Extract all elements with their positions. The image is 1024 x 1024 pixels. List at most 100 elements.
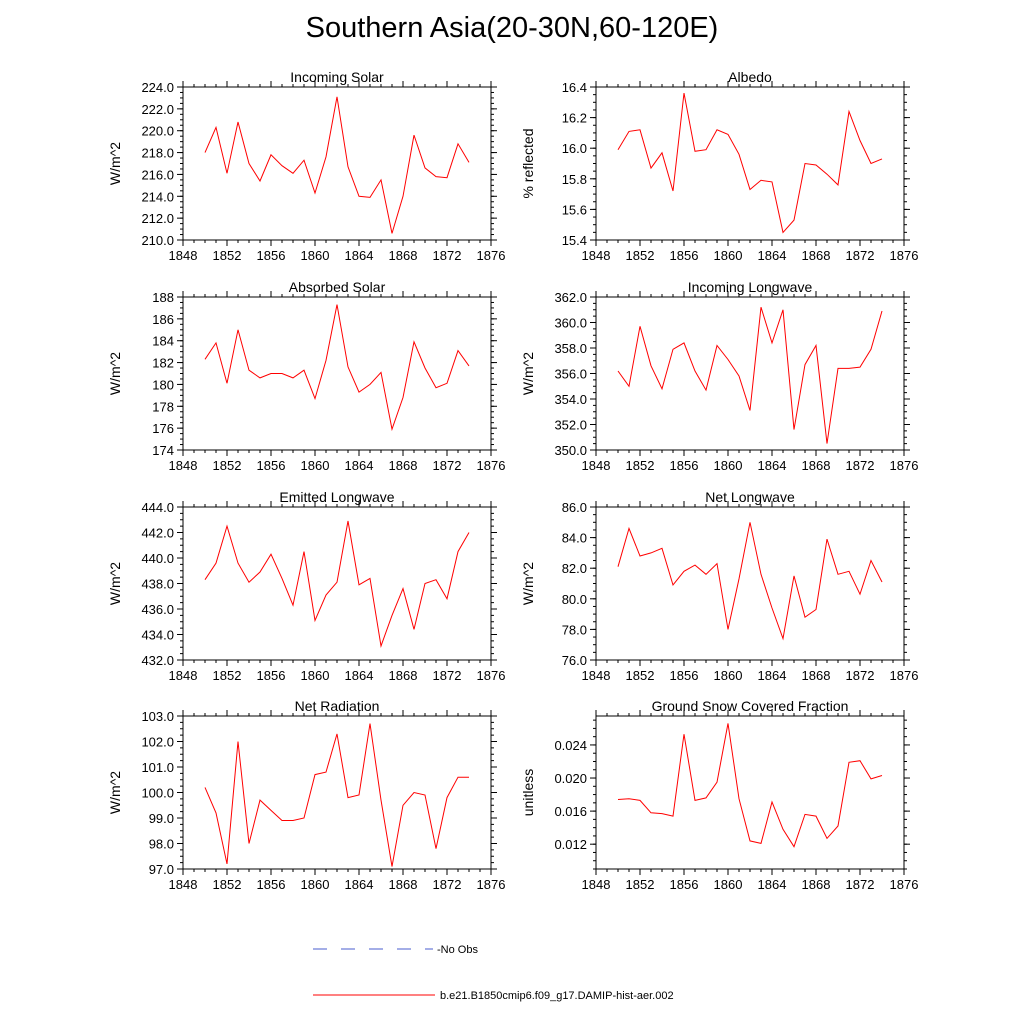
x-tick-label: 1848 <box>169 668 198 683</box>
panel-3: Absorbed Solar W/m^2 1848 1852 1856 1860 1864 1… <box>107 279 505 473</box>
y-tick-label: 212.0 <box>141 211 174 226</box>
y-tick-label: 15.8 <box>562 172 587 187</box>
y-tick-label: 358.0 <box>554 341 587 356</box>
x-tick-label: 1868 <box>389 668 418 683</box>
panel-title: Incoming Solar <box>290 69 384 85</box>
x-tick-label: 1848 <box>582 668 611 683</box>
series-line <box>204 96 470 234</box>
panel-title: Emitted Longwave <box>279 489 394 505</box>
x-tick-label: 1876 <box>890 877 919 892</box>
y-axis-label: W/m^2 <box>520 352 536 395</box>
y-tick-label: 218.0 <box>141 146 174 161</box>
plot-frame <box>182 715 492 870</box>
x-tick-label: 1852 <box>213 458 242 473</box>
x-tick-label: 1856 <box>257 668 286 683</box>
x-tick-label: 1848 <box>169 458 198 473</box>
x-tick-label: 1864 <box>758 458 787 473</box>
y-tick-label: 354.0 <box>554 392 587 407</box>
y-tick-label: 362.0 <box>554 290 587 305</box>
x-tick-label: 1868 <box>802 458 831 473</box>
panel-4: Incoming Longwave W/m^2 1848 1852 1856 1860 18… <box>520 279 918 473</box>
x-tick-label: 1856 <box>257 248 286 263</box>
y-tick-label: 15.4 <box>562 233 587 248</box>
y-tick-label: 216.0 <box>141 167 174 182</box>
y-tick-label: 360.0 <box>554 316 587 331</box>
x-tick-label: 1856 <box>670 877 699 892</box>
plot-frame <box>182 506 492 661</box>
y-axis-label: unitless <box>520 769 536 816</box>
x-tick-label: 1852 <box>626 668 655 683</box>
series-line <box>204 723 469 867</box>
x-tick-label: 1856 <box>257 877 286 892</box>
panel-title: Albedo <box>728 69 772 85</box>
y-tick-label: 103.0 <box>141 709 174 724</box>
panel-1: Incoming Solar W/m^2 1848 1852 1856 1860 1864 1… <box>107 69 505 263</box>
x-tick-label: 1876 <box>477 248 506 263</box>
series-line <box>204 520 470 648</box>
y-tick-label: 16.0 <box>562 141 587 156</box>
x-tick-label: 1864 <box>758 668 787 683</box>
legend-model-label: b.e21.B1850cmip6.f09_g17.DAMIP-hist-aer.… <box>440 990 674 1002</box>
panel-5: Emitted Longwave W/m^2 1848 1852 1856 1860 186… <box>107 489 505 683</box>
x-tick-label: 1872 <box>433 877 462 892</box>
y-tick-label: 436.0 <box>141 602 174 617</box>
y-tick-label: 101.0 <box>141 760 174 775</box>
x-tick-label: 1868 <box>802 248 831 263</box>
y-axis-label: % reflected <box>520 128 536 198</box>
y-tick-label: 76.0 <box>562 653 587 668</box>
x-tick-label: 1860 <box>301 877 330 892</box>
y-tick-label: 97.0 <box>149 862 174 877</box>
x-tick-label: 1868 <box>389 458 418 473</box>
x-tick-label: 1860 <box>714 877 743 892</box>
x-tick-label: 1848 <box>582 248 611 263</box>
x-tick-label: 1848 <box>169 877 198 892</box>
x-tick-label: 1864 <box>345 248 374 263</box>
y-tick-label: 102.0 <box>141 735 174 750</box>
x-tick-label: 1872 <box>846 458 875 473</box>
legend: -No Obs b.e21.B1850cmip6.f09_g17.DAMIP-hi… <box>313 944 674 1002</box>
legend-obs-label: -No Obs <box>437 944 478 956</box>
x-tick-label: 1848 <box>582 877 611 892</box>
panel-title: Net Longwave <box>705 489 795 505</box>
x-tick-label: 1876 <box>890 668 919 683</box>
x-tick-label: 1864 <box>345 458 374 473</box>
y-tick-label: 356.0 <box>554 367 587 382</box>
y-tick-label: 440.0 <box>141 551 174 566</box>
y-tick-label: 186 <box>152 312 174 327</box>
y-axis-label: W/m^2 <box>107 771 123 814</box>
x-tick-label: 1876 <box>477 668 506 683</box>
x-tick-label: 1876 <box>890 458 919 473</box>
x-tick-label: 1856 <box>257 458 286 473</box>
panel-2: Albedo % reflected 1848 1852 1856 1860 1864 186… <box>520 69 918 263</box>
x-tick-label: 1852 <box>626 458 655 473</box>
y-tick-label: 174 <box>152 443 174 458</box>
y-tick-label: 184 <box>152 334 174 349</box>
y-tick-label: 84.0 <box>562 531 587 546</box>
y-tick-label: 0.020 <box>554 771 587 786</box>
y-tick-label: 222.0 <box>141 102 174 117</box>
x-tick-label: 1872 <box>433 668 462 683</box>
y-tick-label: 444.0 <box>141 500 174 515</box>
y-tick-label: 176 <box>152 421 174 436</box>
x-tick-label: 1860 <box>714 458 743 473</box>
y-axis-label: W/m^2 <box>520 562 536 605</box>
y-tick-label: 182 <box>152 356 174 371</box>
panel-title: Net Radiation <box>295 698 380 714</box>
x-tick-label: 1868 <box>389 248 418 263</box>
y-tick-label: 224.0 <box>141 80 174 95</box>
y-tick-label: 442.0 <box>141 526 174 541</box>
x-tick-label: 1872 <box>433 248 462 263</box>
y-tick-label: 180 <box>152 377 174 392</box>
y-tick-label: 0.024 <box>554 738 587 753</box>
x-tick-label: 1876 <box>477 458 506 473</box>
y-tick-label: 220.0 <box>141 124 174 139</box>
y-tick-label: 352.0 <box>554 418 587 433</box>
y-axis-label: W/m^2 <box>107 352 123 395</box>
y-tick-label: 78.0 <box>562 622 587 637</box>
x-tick-label: 1864 <box>345 668 374 683</box>
y-tick-label: 16.2 <box>562 111 587 126</box>
y-tick-label: 178 <box>152 399 174 414</box>
y-tick-label: 210.0 <box>141 233 174 248</box>
y-tick-label: 434.0 <box>141 628 174 643</box>
x-tick-label: 1852 <box>213 877 242 892</box>
